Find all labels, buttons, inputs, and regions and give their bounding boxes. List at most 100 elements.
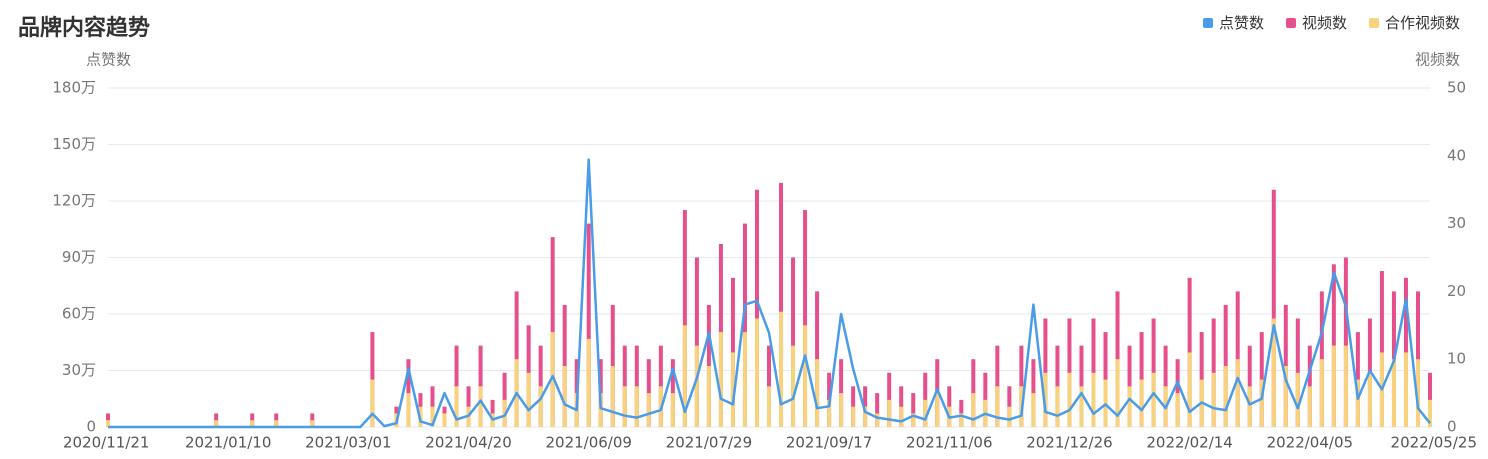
bar: [1115, 359, 1120, 427]
bar: [1103, 332, 1108, 427]
bar: [875, 413, 880, 427]
bar: [1355, 332, 1360, 427]
x-tick-label: 2022/02/14: [1146, 434, 1232, 452]
bar: [634, 386, 639, 427]
bar: [1343, 345, 1348, 427]
bar: [1223, 304, 1228, 427]
y-axis-title: 点赞数: [86, 51, 131, 69]
bar: [1079, 386, 1084, 427]
x-tick-label: 2022/05/25: [1391, 434, 1477, 452]
y-tick-label: 30万: [62, 361, 96, 379]
bar: [1127, 386, 1132, 427]
y2-tick-label: 0: [1447, 418, 1457, 436]
bar: [682, 210, 687, 427]
bar: [670, 393, 675, 427]
bar: [250, 420, 255, 427]
bar: [1319, 359, 1324, 427]
bar: [1259, 332, 1264, 427]
bar: [586, 223, 591, 427]
bar: [694, 345, 699, 427]
legend: 点赞数 视频数 合作视频数: [1202, 12, 1460, 33]
bar: [1355, 379, 1360, 427]
bar: [1139, 379, 1144, 427]
bar: [610, 365, 615, 427]
y2-tick-label: 30: [1447, 214, 1466, 232]
chart-title: 品牌内容趋势: [18, 16, 151, 41]
bar: [610, 304, 615, 427]
bar: [1271, 318, 1276, 427]
bar: [1331, 345, 1336, 427]
bar: [622, 386, 627, 427]
bar: [1235, 359, 1240, 427]
y-tick-label: 120万: [52, 192, 96, 210]
bar: [791, 345, 796, 427]
bar: [779, 182, 784, 427]
bar: [911, 413, 916, 427]
bar: [742, 332, 747, 427]
bar: [875, 393, 880, 427]
legend-swatch: [1285, 17, 1296, 28]
bar: [1247, 386, 1252, 427]
bar: [562, 304, 567, 427]
bar: [598, 393, 603, 427]
bar: [538, 386, 543, 427]
bar: [478, 386, 483, 427]
bar: [454, 386, 459, 427]
bar: [1055, 386, 1060, 427]
legend-swatch: [1202, 17, 1213, 28]
bar: [1307, 386, 1312, 427]
x-tick-label: 2021/12/26: [1026, 434, 1112, 452]
bar: [754, 189, 759, 427]
line: [108, 158, 1431, 429]
bar: [1199, 332, 1204, 427]
bar: [718, 332, 723, 427]
bar: [1139, 332, 1144, 427]
bar: [274, 420, 279, 427]
bar: [586, 338, 591, 427]
bar: [911, 393, 916, 427]
y-tick-label: 0: [86, 418, 96, 436]
legend-label: 点赞数: [1218, 14, 1264, 32]
bar: [803, 210, 808, 427]
bar: [863, 406, 868, 427]
y2-tick-label: 50: [1447, 79, 1466, 97]
y2-tick-label: 40: [1447, 146, 1466, 164]
bar: [1043, 372, 1048, 427]
bar: [1007, 406, 1012, 427]
bar: [791, 257, 796, 427]
bar: [1271, 189, 1276, 427]
legend-swatch: [1368, 17, 1379, 28]
bar: [971, 393, 976, 427]
bar: [694, 257, 699, 427]
legend-item: 合作视频数: [1368, 12, 1460, 33]
bar: [1175, 393, 1180, 427]
y-tick-label: 90万: [62, 248, 96, 266]
bar: [851, 406, 856, 427]
bar: [370, 379, 375, 427]
bar: [1223, 365, 1228, 427]
bar: [959, 413, 964, 427]
bar: [370, 332, 375, 427]
bar: [815, 359, 820, 427]
bar: [1367, 372, 1372, 427]
y-tick-label: 180万: [52, 79, 96, 97]
bar: [899, 406, 904, 427]
bar: [646, 393, 651, 427]
bar: [214, 420, 219, 427]
bar: [310, 420, 315, 427]
bar: [767, 386, 771, 427]
y2-tick-label: 10: [1447, 350, 1466, 368]
x-tick-label: 2021/11/06: [906, 434, 992, 452]
x-tick-label: 2021/07/29: [666, 434, 752, 452]
bar: [430, 406, 435, 427]
bar: [1031, 393, 1036, 427]
bar: [406, 393, 411, 427]
bar: [1091, 372, 1096, 427]
bar: [1379, 271, 1384, 427]
bar: [1391, 359, 1396, 427]
bar: [1428, 399, 1432, 427]
bar: [682, 325, 687, 427]
y-tick-label: 60万: [62, 305, 96, 323]
